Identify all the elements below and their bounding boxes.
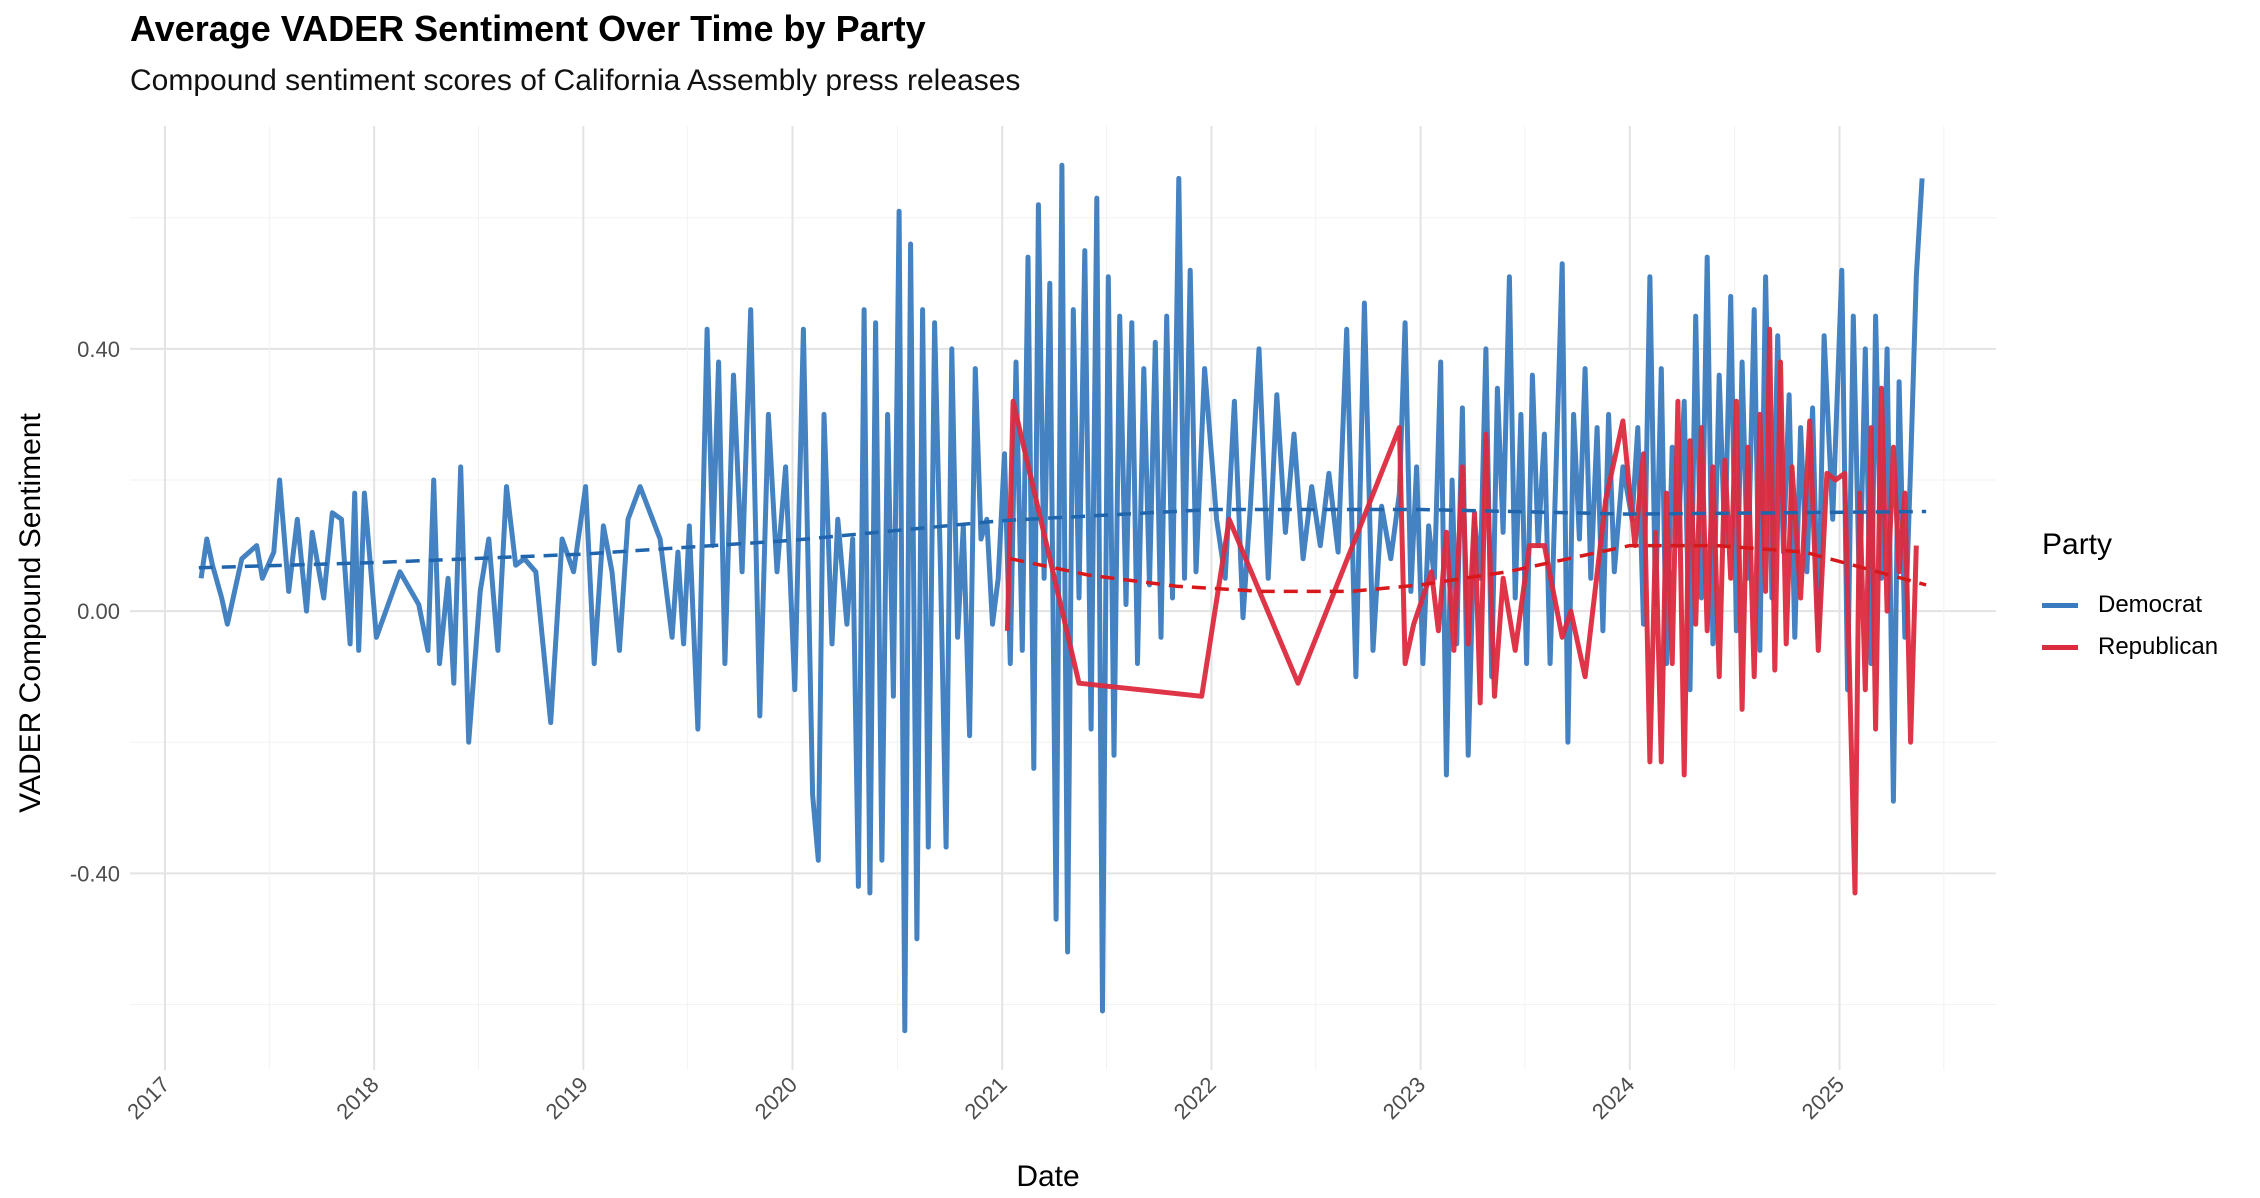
- x-tick-label: 2025: [1797, 1072, 1849, 1124]
- y-tick-label: 0.00: [77, 599, 120, 624]
- legend-label-republican: Republican: [2098, 633, 2219, 660]
- series-line-republican: [1004, 326, 1919, 896]
- y-tick-label: 0.40: [77, 337, 120, 362]
- x-tick-label: 2024: [1587, 1072, 1639, 1124]
- legend-item-republican: Republican: [2042, 626, 2218, 668]
- y-axis-ticks: -0.40 0.00 0.40: [70, 337, 120, 886]
- legend-swatch-democrat: [2042, 602, 2078, 608]
- trend-line-republican: [1009, 543, 1927, 594]
- trend-layer: [198, 507, 1927, 594]
- x-tick-label: 2021: [959, 1072, 1011, 1124]
- x-axis-title: Date: [1016, 1160, 1079, 1193]
- chart-subtitle: Compound sentiment scores of California …: [130, 64, 1021, 97]
- y-tick-label: -0.40: [70, 861, 120, 886]
- x-tick-label: 2018: [331, 1072, 383, 1124]
- x-tick-label: 2017: [122, 1072, 174, 1124]
- trend-line-democrat: [198, 507, 1927, 570]
- legend-swatch-republican: [2042, 644, 2078, 650]
- legend-title: Party: [2042, 528, 2113, 561]
- x-tick-label: 2020: [750, 1072, 802, 1124]
- legend-item-democrat: Democrat: [2042, 584, 2218, 626]
- legend: Party Democrat Republican: [2042, 528, 2218, 668]
- y-axis-title: VADER Compound Sentiment: [14, 413, 47, 813]
- series-layer: [198, 162, 1925, 1034]
- x-axis-ticks: 2017 2018 2019 2020 2021 2022 2023 2024 2025: [122, 1072, 1849, 1124]
- x-tick-label: 2022: [1169, 1072, 1221, 1124]
- chart-title: Average VADER Sentiment Over Time by Par…: [130, 8, 926, 49]
- x-tick-label: 2019: [541, 1072, 593, 1124]
- x-tick-label: 2023: [1378, 1072, 1430, 1124]
- chart-canvas: -0.400.000.40 2017 2018 2019 2020 2021 2022 20…: [14, 126, 1996, 1193]
- legend-label-democrat: Democrat: [2098, 591, 2203, 618]
